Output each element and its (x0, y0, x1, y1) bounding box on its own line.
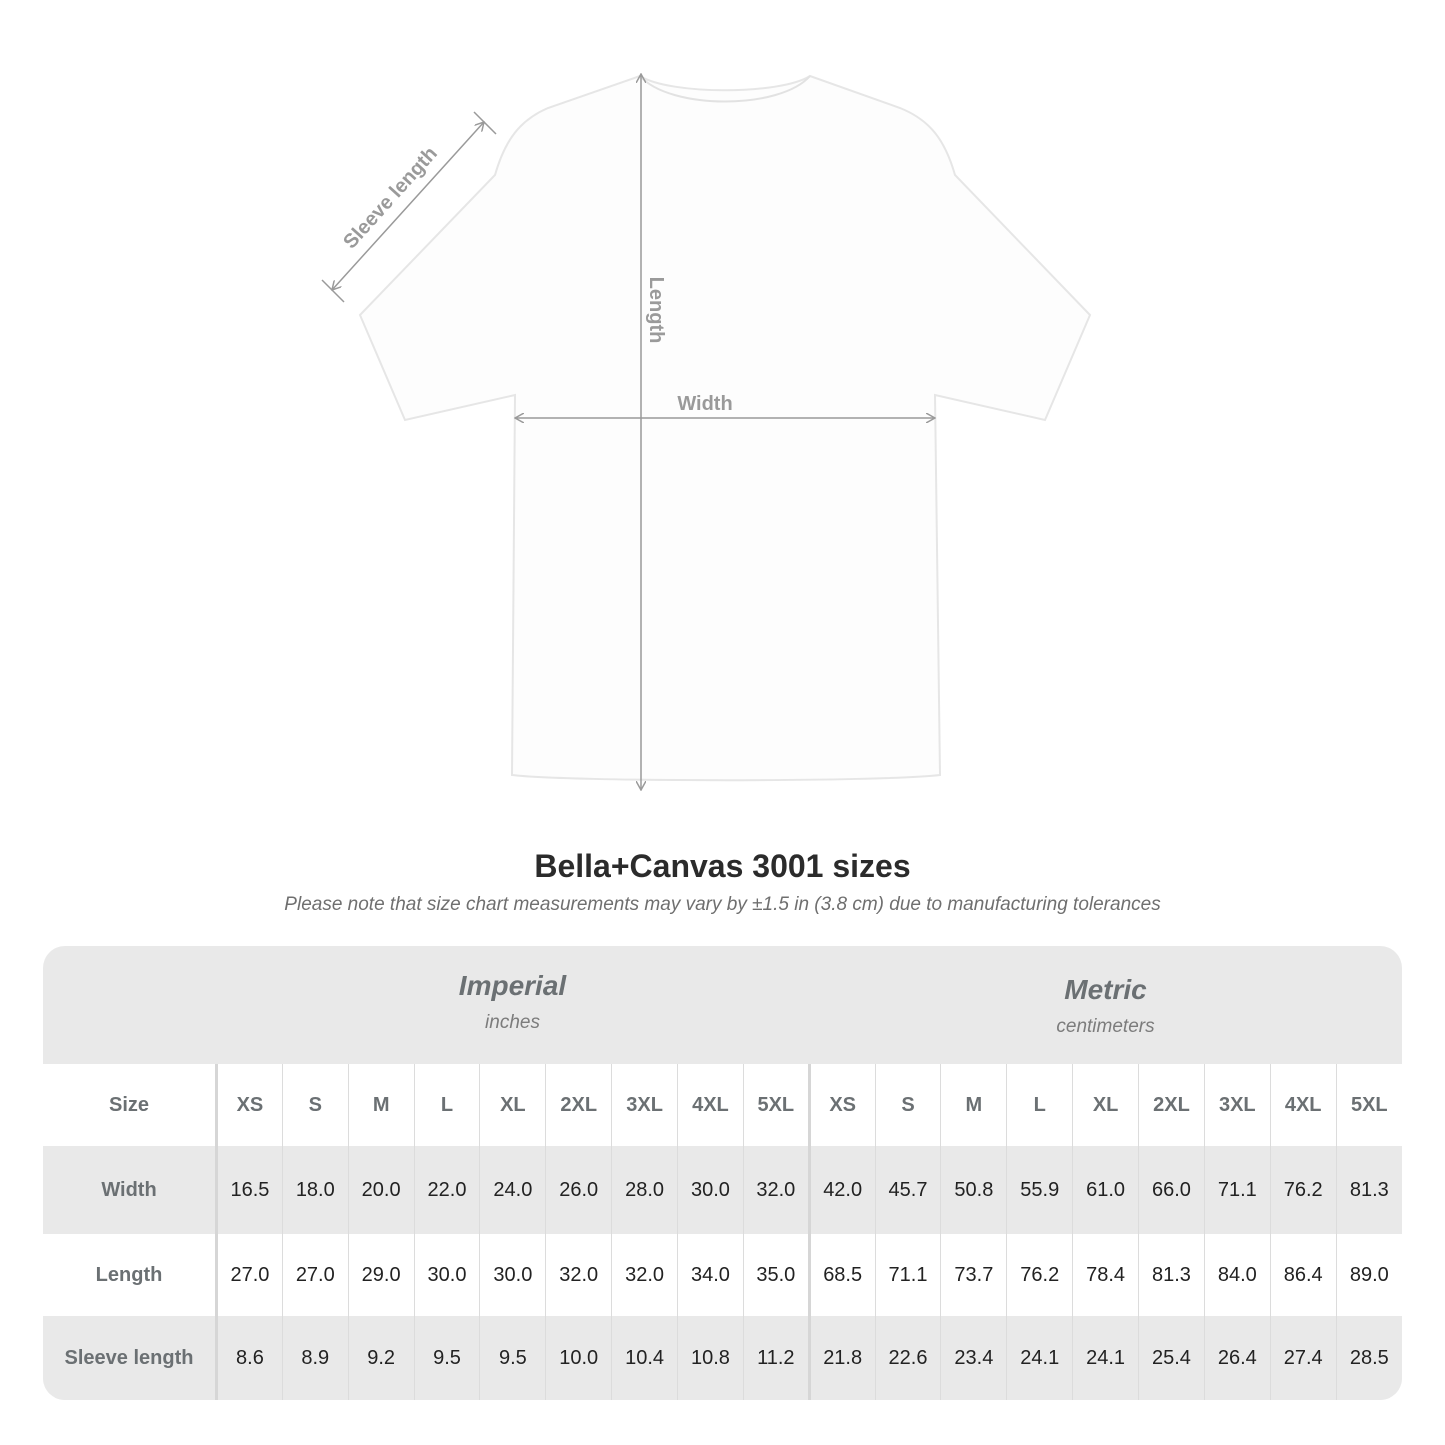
row-label: Sleeve length (43, 1316, 218, 1400)
chart-subtitle: Please note that size chart measurements… (284, 894, 1161, 915)
metric-size-header: XS (807, 1064, 876, 1146)
size-table-panel: Imperial inches Metric centimeters Size X… (43, 946, 1402, 1400)
imperial-size-header: 3XL (611, 1064, 678, 1146)
imperial-value-cell: 10.8 (677, 1316, 744, 1400)
imperial-size-header: 2XL (545, 1064, 612, 1146)
metric-size-header: 2XL (1138, 1064, 1205, 1146)
imperial-size-header: XS (216, 1064, 283, 1146)
imperial-value-cell: 18.0 (281, 1146, 349, 1234)
metric-value-cell: 66.0 (1138, 1146, 1205, 1234)
metric-value-cell: 27.4 (1269, 1316, 1337, 1400)
metric-value-cell: 28.5 (1335, 1316, 1402, 1400)
metric-value-cell: 55.9 (1006, 1146, 1073, 1234)
table-row: Width 16.5 18.0 20.0 22.0 24.0 26.0 28.0 30.0 32.… (43, 1146, 1402, 1234)
metric-value-cell: 71.1 (1203, 1146, 1271, 1234)
imperial-value-cell: 8.9 (281, 1316, 349, 1400)
imperial-value-cell: 35.0 (742, 1234, 810, 1316)
imperial-size-header: S (281, 1064, 349, 1146)
metric-size-header: S (874, 1064, 941, 1146)
imperial-value-cell: 30.0 (677, 1146, 744, 1234)
metric-size-header: 4XL (1269, 1064, 1337, 1146)
metric-size-header: 3XL (1203, 1064, 1271, 1146)
metric-value-cell: 68.5 (807, 1234, 876, 1316)
imperial-size-header: XL (479, 1064, 546, 1146)
size-header-row: Size XS S M L XL 2XL 3XL 4XL 5XL XS S M L XL 2XL 3XL 4XL 5… (43, 1064, 1402, 1146)
imperial-size-header: 4XL (677, 1064, 744, 1146)
imperial-value-cell: 11.2 (742, 1316, 810, 1400)
metric-value-cell: 76.2 (1006, 1234, 1073, 1316)
metric-value-cell: 24.1 (1006, 1316, 1073, 1400)
metric-value-cell: 81.3 (1138, 1234, 1205, 1316)
metric-value-cell: 84.0 (1203, 1234, 1271, 1316)
imperial-value-cell: 32.0 (545, 1234, 612, 1316)
tshirt-diagram: Sleeve length Length Width (321, 0, 1092, 820)
metric-value-cell: 86.4 (1269, 1234, 1337, 1316)
metric-value-cell: 45.7 (874, 1146, 941, 1234)
metric-value-cell: 24.1 (1072, 1316, 1139, 1400)
table-row: Sleeve length 8.6 8.9 9.2 9.5 9.5 10.0 10.4 10.8… (43, 1316, 1402, 1400)
metric-value-cell: 22.6 (874, 1316, 941, 1400)
imperial-value-cell: 28.0 (611, 1146, 678, 1234)
sleeve-length-label: Sleeve length (339, 143, 442, 254)
imperial-value-cell: 32.0 (742, 1146, 810, 1234)
row-label: Length (43, 1234, 218, 1316)
metric-value-cell: 76.2 (1269, 1146, 1337, 1234)
imperial-size-header: 5XL (742, 1064, 810, 1146)
imperial-value-cell: 20.0 (347, 1146, 415, 1234)
imperial-value-cell: 27.0 (281, 1234, 349, 1316)
metric-size-header: XL (1072, 1064, 1139, 1146)
imperial-size-header: M (347, 1064, 415, 1146)
tshirt-shape (358, 74, 1092, 782)
imperial-value-cell: 9.5 (479, 1316, 546, 1400)
metric-value-cell: 42.0 (807, 1146, 876, 1234)
metric-value-cell: 21.8 (807, 1316, 876, 1400)
metric-value-cell: 78.4 (1072, 1234, 1139, 1316)
row-label: Width (43, 1146, 218, 1234)
imperial-value-cell: 30.0 (413, 1234, 480, 1316)
metric-size-header: M (940, 1064, 1007, 1146)
width-label: Width (677, 393, 732, 415)
metric-value-cell: 23.4 (940, 1316, 1007, 1400)
length-label: Length (645, 277, 667, 344)
metric-size-header: 5XL (1335, 1064, 1402, 1146)
metric-value-cell: 73.7 (940, 1234, 1007, 1316)
size-table: Size XS S M L XL 2XL 3XL 4XL 5XL XS S M L XL 2XL 3XL 4XL 5… (43, 1064, 1402, 1400)
metric-title: Metric (1064, 974, 1147, 1005)
imperial-title: Imperial (458, 970, 567, 1001)
metric-value-cell: 81.3 (1335, 1146, 1402, 1234)
imperial-value-cell: 27.0 (216, 1234, 283, 1316)
metric-unit: centimeters (1056, 1016, 1155, 1037)
imperial-value-cell: 9.2 (347, 1316, 415, 1400)
metric-value-cell: 89.0 (1335, 1234, 1402, 1316)
chart-title: Bella+Canvas 3001 sizes (534, 848, 911, 884)
imperial-header: Imperial inches (216, 946, 809, 1088)
imperial-value-cell: 26.0 (545, 1146, 612, 1234)
metric-value-cell: 71.1 (874, 1234, 941, 1316)
metric-header: Metric centimeters (809, 946, 1402, 1092)
imperial-value-cell: 29.0 (347, 1234, 415, 1316)
table-row: Length 27.0 27.0 29.0 30.0 30.0 32.0 32.0 34.0 35… (43, 1234, 1402, 1316)
metric-value-cell: 26.4 (1203, 1316, 1271, 1400)
imperial-value-cell: 22.0 (413, 1146, 480, 1234)
imperial-size-header: L (413, 1064, 480, 1146)
imperial-value-cell: 9.5 (413, 1316, 480, 1400)
metric-value-cell: 61.0 (1072, 1146, 1139, 1234)
sleeve-measure-line (332, 122, 484, 290)
imperial-value-cell: 8.6 (216, 1316, 283, 1400)
size-row-label: Size (43, 1064, 218, 1146)
imperial-unit: inches (485, 1012, 540, 1033)
metric-value-cell: 25.4 (1138, 1316, 1205, 1400)
imperial-value-cell: 16.5 (216, 1146, 283, 1234)
imperial-value-cell: 10.0 (545, 1316, 612, 1400)
imperial-value-cell: 24.0 (479, 1146, 546, 1234)
imperial-value-cell: 10.4 (611, 1316, 678, 1400)
metric-value-cell: 50.8 (940, 1146, 1007, 1234)
metric-size-header: L (1006, 1064, 1073, 1146)
imperial-value-cell: 32.0 (611, 1234, 678, 1316)
imperial-value-cell: 30.0 (479, 1234, 546, 1316)
imperial-value-cell: 34.0 (677, 1234, 744, 1316)
